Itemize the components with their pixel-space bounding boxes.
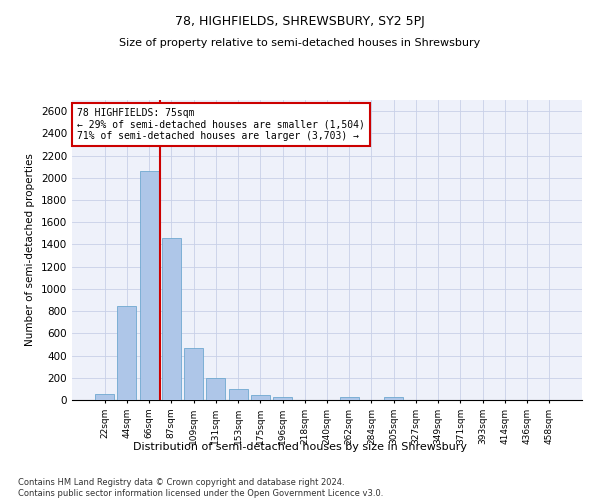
Bar bbox=[384, 396, 403, 400]
Bar bbox=[251, 395, 270, 400]
Text: 78, HIGHFIELDS, SHREWSBURY, SY2 5PJ: 78, HIGHFIELDS, SHREWSBURY, SY2 5PJ bbox=[175, 15, 425, 28]
Bar bbox=[118, 306, 136, 400]
Bar bbox=[229, 390, 248, 400]
Y-axis label: Number of semi-detached properties: Number of semi-detached properties bbox=[25, 154, 35, 346]
Bar bbox=[273, 396, 292, 400]
Bar bbox=[206, 378, 225, 400]
Bar bbox=[184, 348, 203, 400]
Text: Size of property relative to semi-detached houses in Shrewsbury: Size of property relative to semi-detach… bbox=[119, 38, 481, 48]
Bar bbox=[95, 394, 114, 400]
Bar bbox=[140, 171, 158, 400]
Bar bbox=[340, 397, 359, 400]
Bar bbox=[162, 238, 181, 400]
Text: Contains HM Land Registry data © Crown copyright and database right 2024.
Contai: Contains HM Land Registry data © Crown c… bbox=[18, 478, 383, 498]
Text: Distribution of semi-detached houses by size in Shrewsbury: Distribution of semi-detached houses by … bbox=[133, 442, 467, 452]
Text: 78 HIGHFIELDS: 75sqm
← 29% of semi-detached houses are smaller (1,504)
71% of se: 78 HIGHFIELDS: 75sqm ← 29% of semi-detac… bbox=[77, 108, 365, 140]
